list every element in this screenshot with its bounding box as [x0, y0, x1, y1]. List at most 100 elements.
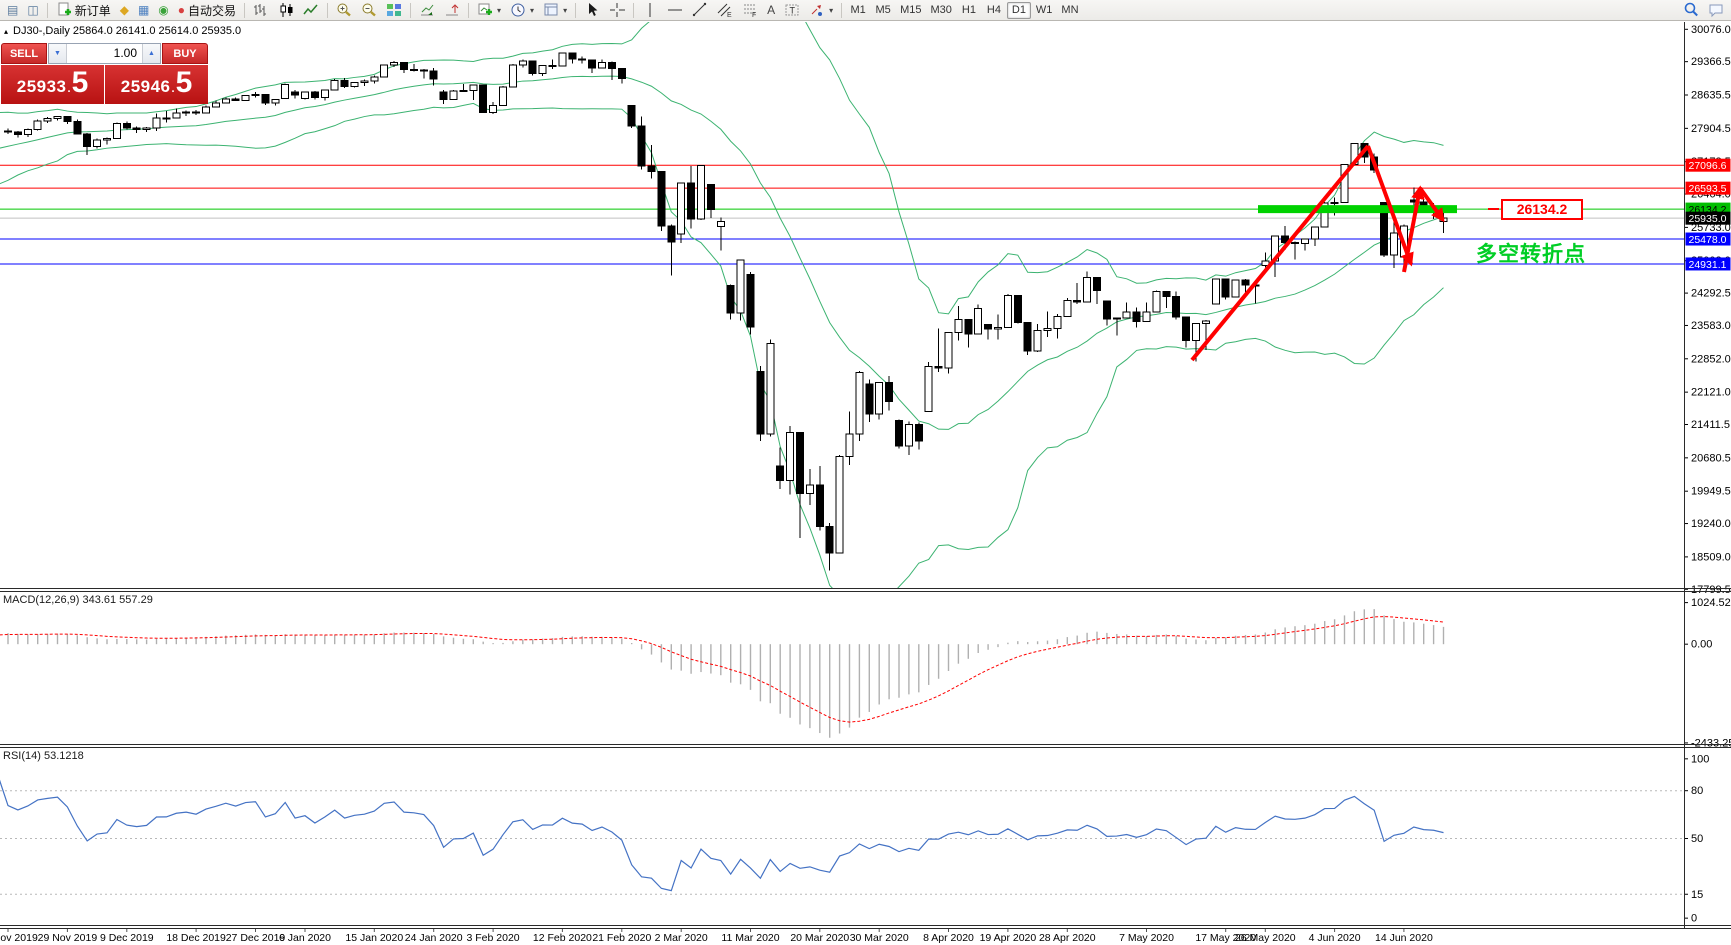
candle-body: [182, 111, 191, 114]
candle-body: [1182, 316, 1191, 342]
arrows-icon[interactable]: ▾: [805, 1, 837, 19]
tf-m1[interactable]: M1: [846, 2, 870, 19]
time-tick-label: 21 Feb 2020: [592, 932, 651, 944]
candle-body: [1102, 300, 1111, 320]
tile-windows-icon: [386, 2, 402, 18]
candle-body: [1241, 279, 1250, 286]
chart-shift-icon[interactable]: [440, 1, 464, 19]
tf-h1[interactable]: H1: [957, 2, 981, 19]
bar-chart-icon[interactable]: [249, 1, 273, 19]
template-icon[interactable]: ▾: [539, 1, 571, 19]
candle-body: [964, 318, 973, 335]
text-label-icon[interactable]: T: [780, 1, 804, 19]
candle-body: [865, 383, 874, 415]
zoom-out-icon[interactable]: [357, 1, 381, 19]
rsi-pane[interactable]: [0, 776, 1684, 895]
new-order-button: [56, 2, 72, 18]
candle-body: [251, 94, 260, 97]
data-window-icon: ◫: [27, 3, 39, 17]
trend-arrow[interactable]: [1366, 145, 1414, 267]
crosshair-icon[interactable]: [605, 1, 629, 19]
annotation-text[interactable]: 多空转折点: [1476, 243, 1586, 266]
signals-icon[interactable]: ◉: [154, 1, 172, 19]
candle-body: [479, 84, 488, 113]
tf-d1[interactable]: D1: [1006, 1, 1031, 19]
candle-body: [825, 526, 834, 554]
candle-body: [132, 127, 141, 130]
horizontal-line-icon[interactable]: [663, 1, 687, 19]
candle-body: [330, 79, 339, 91]
vertical-line-icon[interactable]: [638, 1, 662, 19]
zoom-in-icon: [336, 2, 352, 18]
data-window-icon[interactable]: ◫: [23, 1, 42, 19]
candle-body: [538, 65, 547, 75]
auto-scroll-icon[interactable]: [415, 1, 439, 19]
trend-arrow[interactable]: [1418, 186, 1445, 223]
terminal-icon[interactable]: ▦: [134, 1, 153, 19]
candlestick-icon[interactable]: [274, 1, 298, 19]
horizontal-line-icon: [667, 2, 683, 18]
tf-m15[interactable]: M15: [896, 2, 925, 19]
chevron-down-icon: ▾: [829, 5, 834, 15]
volume-value[interactable]: 1.00: [113, 46, 137, 60]
price-callout-label[interactable]: 26134.2: [1501, 199, 1583, 220]
candle-body: [162, 117, 171, 120]
candle-body: [310, 91, 319, 98]
market-watch-icon[interactable]: ▤: [3, 1, 22, 19]
equidistant-channel-icon[interactable]: E: [713, 1, 737, 19]
text-icon[interactable]: A: [763, 1, 779, 19]
tf-m30[interactable]: M30: [927, 2, 956, 19]
new-order-button[interactable]: 新订单: [52, 1, 115, 19]
time-tick-label: 26 May 2020: [1235, 932, 1296, 944]
candle-body: [112, 122, 121, 140]
tf-m5[interactable]: M5: [871, 2, 895, 19]
trendline-icon[interactable]: [688, 1, 712, 19]
line-chart-icon[interactable]: [299, 1, 323, 19]
ask-frac: 5: [175, 66, 193, 99]
buy-button[interactable]: BUY: [162, 43, 208, 64]
tile-windows-icon[interactable]: [382, 1, 406, 19]
metaeditor-icon: ◆: [119, 3, 129, 17]
tf-w1[interactable]: W1: [1032, 2, 1057, 19]
bid-price[interactable]: 25933. 5: [1, 65, 104, 104]
trend-arrow[interactable]: [1190, 144, 1370, 362]
zoom-in-icon[interactable]: [332, 1, 356, 19]
toolbar-separator: [244, 2, 246, 18]
chat-icon[interactable]: [1704, 1, 1728, 19]
sell-button[interactable]: SELL: [1, 43, 47, 64]
macd-pane[interactable]: [0, 609, 1445, 738]
candle-body: [706, 184, 715, 211]
axis-tick-label: 20680.5: [1691, 452, 1731, 464]
new-chart-icon[interactable]: ▾: [473, 1, 505, 19]
volume-up-button[interactable]: ▲: [142, 44, 160, 63]
time-tick-label: 9 Dec 2019: [100, 932, 154, 944]
candle-body: [914, 423, 923, 442]
time-tick-label: 27 Dec 2019: [226, 932, 286, 944]
tf-h4[interactable]: H4: [982, 2, 1006, 19]
tf-mn[interactable]: MN: [1057, 2, 1082, 19]
candle-body: [122, 122, 131, 129]
trend-arrow[interactable]: [1402, 185, 1425, 273]
axis-tick-label: 80: [1691, 785, 1703, 797]
rsi-line: [0, 779, 1444, 892]
cursor-icon[interactable]: [580, 1, 604, 19]
main-pane[interactable]: [0, 0, 1684, 605]
chevron-down-icon: ▾: [563, 5, 568, 15]
candle-body: [1093, 277, 1101, 292]
price-axis[interactable]: 30076.029366.528635.527904.527173.526464…: [1684, 24, 1731, 925]
ask-price[interactable]: 25946. 5: [105, 65, 208, 104]
autotrading-button[interactable]: ● 自动交易: [174, 1, 240, 19]
period-icon[interactable]: ▾: [506, 1, 538, 19]
metaeditor-icon[interactable]: ◆: [116, 1, 133, 19]
bid-main: 25933: [16, 77, 67, 96]
fibonacci-icon[interactable]: F: [738, 1, 762, 19]
toolbar-group: [580, 1, 629, 19]
candle-body: [1053, 316, 1062, 330]
search-icon[interactable]: [1679, 1, 1703, 19]
candle-body: [607, 62, 616, 69]
candle-body: [994, 327, 1002, 330]
volume-down-button[interactable]: ▼: [49, 44, 67, 63]
candle-body: [944, 331, 953, 369]
